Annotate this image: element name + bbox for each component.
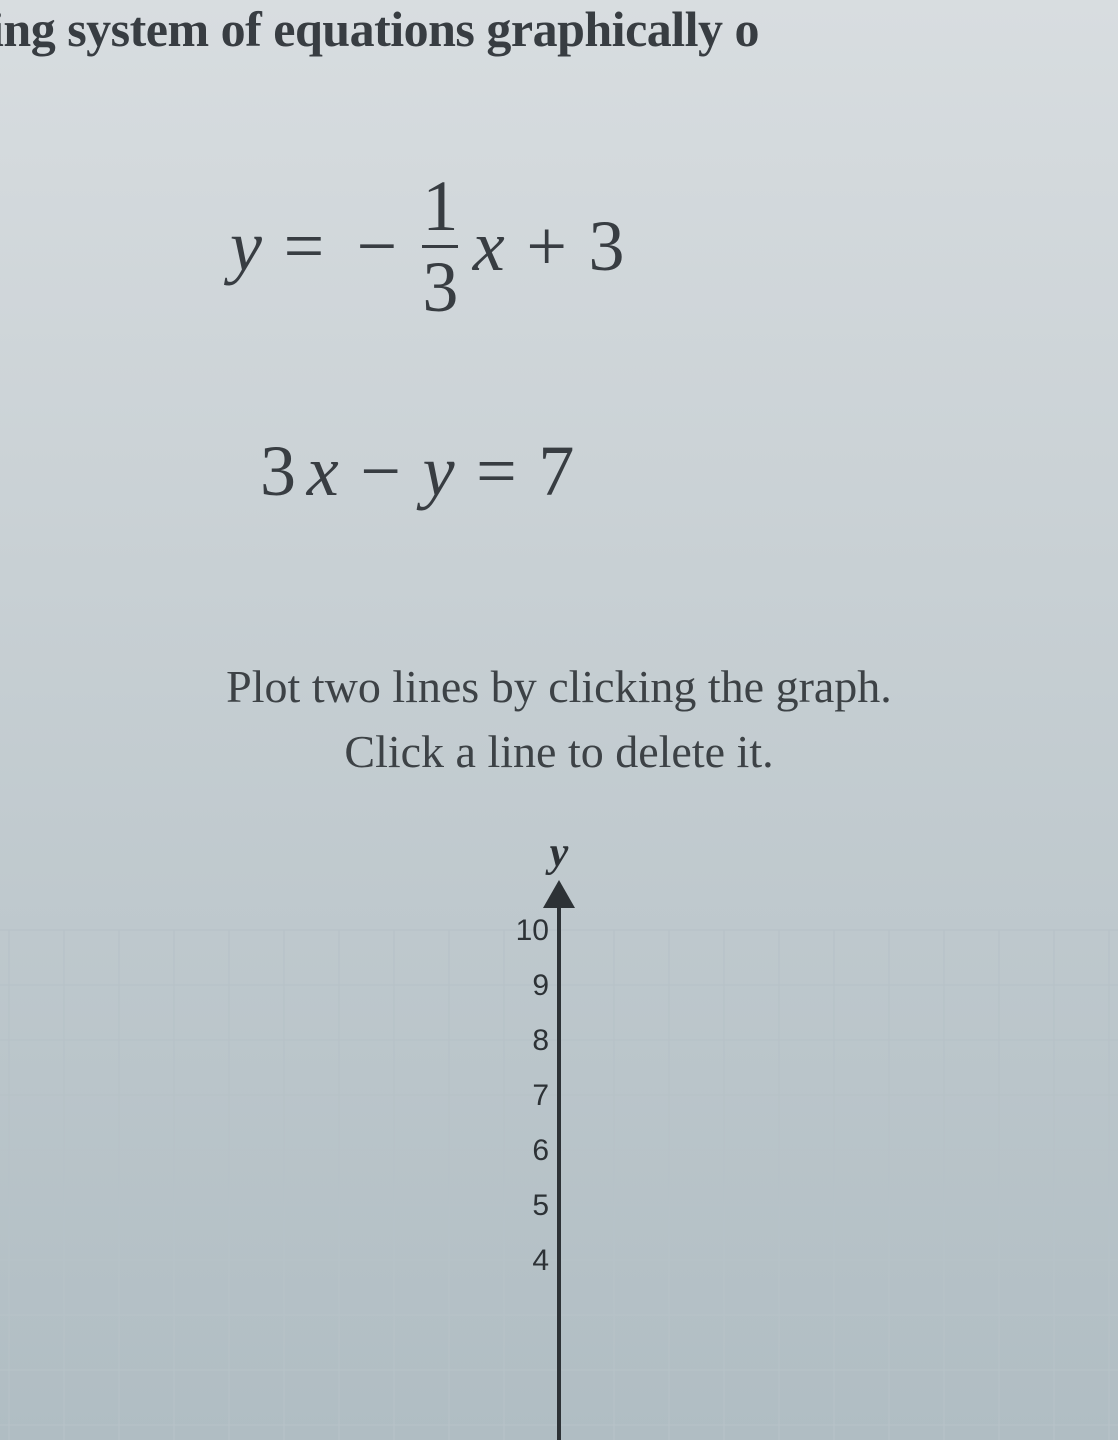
eq1-fraction: 1 3 <box>422 170 458 323</box>
eq2-var1: x <box>307 430 339 513</box>
equation-2: 3 x − y = 7 <box>260 430 574 513</box>
eq2-var2: y <box>423 430 455 513</box>
y-tick-label: 4 <box>532 1244 549 1277</box>
instruction-line-1: Plot two lines by clicking the graph. <box>0 660 1118 713</box>
y-tick-label: 10 <box>516 914 549 947</box>
page-heading: ing system of equations graphically o <box>0 0 759 58</box>
eq1-frac-den: 3 <box>422 248 458 323</box>
instr2-text: Click a line to delete it. <box>344 726 773 777</box>
y-tick-label: 6 <box>532 1134 549 1167</box>
y-tick-label: 7 <box>532 1079 549 1112</box>
instruction-line-2: Click a line to delete it. <box>0 725 1118 778</box>
eq1-frac-num: 1 <box>422 170 458 245</box>
eq1-equals: = <box>284 205 325 288</box>
y-tick-label: 8 <box>532 1024 549 1057</box>
eq1-neg: − <box>357 205 398 288</box>
y-tick-label: 5 <box>532 1189 549 1222</box>
instr1-text: Plot two lines by clicking the graph. <box>226 661 892 712</box>
eq2-coef: 3 <box>260 430 296 513</box>
y-axis-arrow-icon <box>543 880 575 908</box>
eq2-minus: − <box>360 430 401 513</box>
coordinate-graph[interactable]: y 10 9 8 7 6 5 4 <box>0 830 1118 1440</box>
equation-1: y = − 1 3 x + 3 <box>230 170 625 323</box>
heading-text: ing system of equations graphically o <box>0 1 759 57</box>
eq1-plus: + <box>526 205 567 288</box>
eq1-rhs-var: x <box>473 205 505 288</box>
y-axis-label: y <box>545 830 569 876</box>
eq1-lhs-var: y <box>230 205 262 288</box>
eq2-equals: = <box>476 430 517 513</box>
y-tick-label: 9 <box>532 969 549 1002</box>
eq2-rhs: 7 <box>538 430 574 513</box>
eq1-const: 3 <box>589 205 625 288</box>
